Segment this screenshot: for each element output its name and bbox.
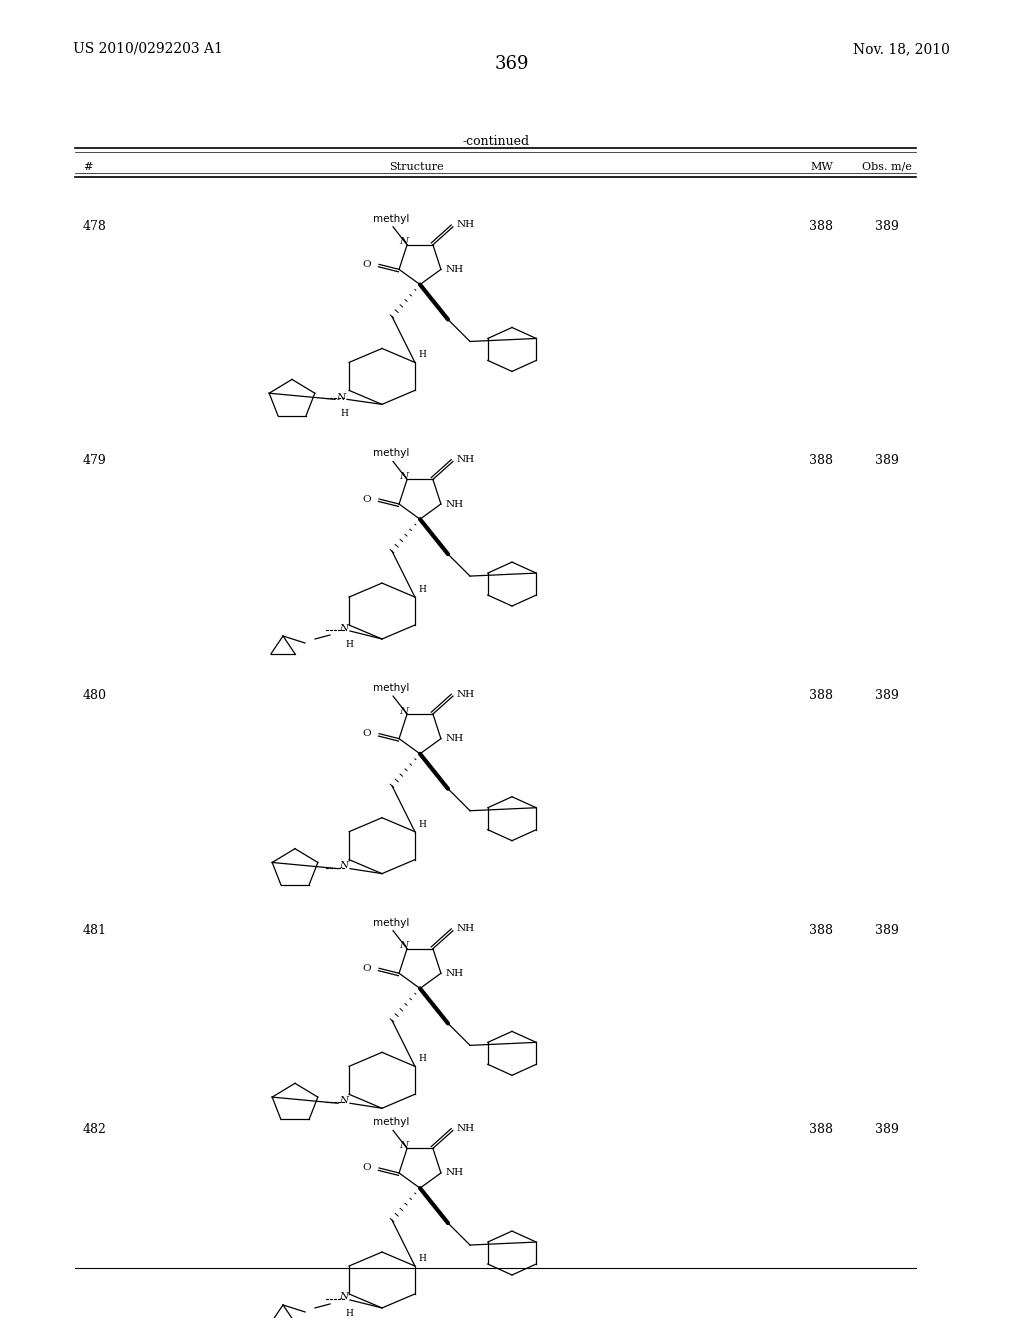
- Text: H: H: [340, 409, 348, 418]
- Text: Obs. m/e: Obs. m/e: [861, 162, 911, 172]
- Text: -continued: -continued: [462, 135, 529, 148]
- Text: 482: 482: [83, 1123, 106, 1137]
- Text: 388: 388: [810, 219, 834, 232]
- Text: Structure: Structure: [389, 162, 443, 172]
- Text: #: #: [83, 162, 92, 172]
- Text: NH: NH: [445, 499, 464, 508]
- Text: O: O: [362, 964, 371, 973]
- Text: 369: 369: [495, 55, 529, 73]
- Text: NH: NH: [445, 1168, 464, 1177]
- Text: N: N: [399, 706, 409, 715]
- Text: 478: 478: [83, 219, 106, 232]
- Text: 388: 388: [810, 454, 834, 467]
- Text: 389: 389: [874, 924, 898, 937]
- Text: US 2010/0292203 A1: US 2010/0292203 A1: [73, 42, 223, 55]
- Text: NH: NH: [445, 969, 464, 978]
- Text: H: H: [419, 1254, 427, 1263]
- Text: O: O: [362, 495, 371, 503]
- Text: 479: 479: [83, 454, 106, 467]
- Text: 481: 481: [83, 924, 106, 937]
- Text: 388: 388: [810, 689, 834, 702]
- Text: 480: 480: [83, 689, 106, 702]
- Text: NH: NH: [445, 265, 464, 273]
- Text: N: N: [399, 941, 409, 950]
- Text: H: H: [419, 1055, 427, 1064]
- Text: 388: 388: [810, 1123, 834, 1137]
- Text: N: N: [399, 238, 409, 247]
- Text: O: O: [362, 729, 371, 738]
- Text: NH: NH: [445, 734, 464, 743]
- Text: N: N: [399, 473, 409, 480]
- Text: Nov. 18, 2010: Nov. 18, 2010: [853, 42, 950, 55]
- Text: methyl: methyl: [373, 449, 410, 458]
- Text: 389: 389: [874, 689, 898, 702]
- Text: methyl: methyl: [373, 1118, 410, 1127]
- Text: H: H: [419, 585, 427, 594]
- Text: NH: NH: [457, 455, 475, 463]
- Text: 389: 389: [874, 454, 898, 467]
- Text: N: N: [339, 861, 348, 870]
- Text: MW: MW: [810, 162, 833, 172]
- Text: N: N: [339, 1096, 348, 1105]
- Text: N: N: [399, 1140, 409, 1150]
- Text: methyl: methyl: [373, 684, 410, 693]
- Text: H: H: [419, 350, 427, 359]
- Text: H: H: [345, 1309, 353, 1317]
- Text: NH: NH: [457, 689, 475, 698]
- Text: 388: 388: [810, 924, 834, 937]
- Text: N: N: [339, 1292, 348, 1302]
- Text: 389: 389: [874, 219, 898, 232]
- Text: methyl: methyl: [373, 214, 410, 224]
- Text: O: O: [362, 1163, 371, 1172]
- Text: N: N: [339, 623, 348, 632]
- Text: 389: 389: [874, 1123, 898, 1137]
- Text: H: H: [345, 640, 353, 649]
- Text: NH: NH: [457, 1123, 475, 1133]
- Text: NH: NH: [457, 220, 475, 230]
- Text: NH: NH: [457, 924, 475, 933]
- Text: O: O: [362, 260, 371, 269]
- Text: N: N: [336, 393, 345, 401]
- Text: methyl: methyl: [373, 917, 410, 928]
- Text: H: H: [419, 820, 427, 829]
